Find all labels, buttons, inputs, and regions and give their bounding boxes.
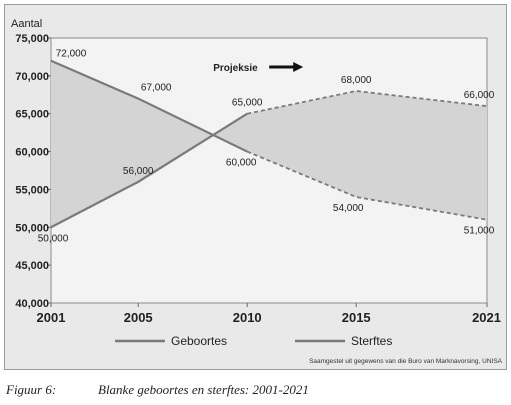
projection-label: Projeksie — [213, 63, 258, 74]
series-projection-line-geboortes — [247, 90, 488, 115]
legend-label-sterftes: Sterftes — [351, 334, 392, 348]
y-tick-label: 50,000 — [15, 222, 49, 234]
series-projection-line-sterftes — [246, 150, 488, 221]
data-label: 56,000 — [123, 166, 154, 177]
figure-frame: Aantal 40,000 45,000 50,000 55,000 60,000 65,0… — [4, 4, 507, 370]
y-tick-label: 65,000 — [15, 109, 49, 121]
line-chart: Aantal 40,000 45,000 50,000 55,000 60,000 65,0… — [11, 18, 503, 365]
y-tick-label: 45,000 — [15, 260, 49, 272]
x-tick-label: 2021 — [472, 310, 501, 325]
y-tick-label: 60,000 — [15, 147, 49, 159]
source-note: Saamgestel uit gegewens van die Buro van… — [309, 358, 503, 365]
data-label: 65,000 — [232, 98, 263, 109]
series-line-geboortes — [50, 112, 248, 229]
data-label: 68,000 — [341, 75, 372, 86]
legend-label-geboortes: Geboortes — [171, 334, 227, 348]
caption-text: Blanke geboortes en sterftes: 2001-2021 — [98, 382, 309, 397]
area-between-series — [51, 60, 487, 228]
x-tick-label: 2015 — [342, 310, 371, 325]
x-tick-label: 2010 — [233, 310, 262, 325]
projection-arrow-head — [293, 62, 304, 72]
y-tick-label: 70,000 — [15, 71, 49, 83]
y-tick-label: 40,000 — [15, 298, 49, 310]
x-tick-label: 2005 — [124, 310, 153, 325]
caption-number: Figuur 6: — [6, 382, 57, 397]
series-line-sterftes — [50, 59, 248, 153]
y-axis-title: Aantal — [11, 18, 42, 30]
data-label: 66,000 — [464, 90, 495, 101]
data-label: 67,000 — [141, 83, 172, 94]
data-label: 51,000 — [464, 226, 495, 237]
data-label: 54,000 — [333, 203, 364, 214]
x-tick-label: 2001 — [37, 310, 66, 325]
data-label: 72,000 — [56, 49, 87, 60]
y-tick-label: 55,000 — [15, 184, 49, 196]
y-tick-label: 75,000 — [15, 33, 49, 45]
data-label: 50,000 — [38, 233, 69, 244]
data-label: 60,000 — [226, 158, 257, 169]
figure-caption: Figuur 6: Blanke geboortes en sterftes: … — [6, 382, 506, 402]
